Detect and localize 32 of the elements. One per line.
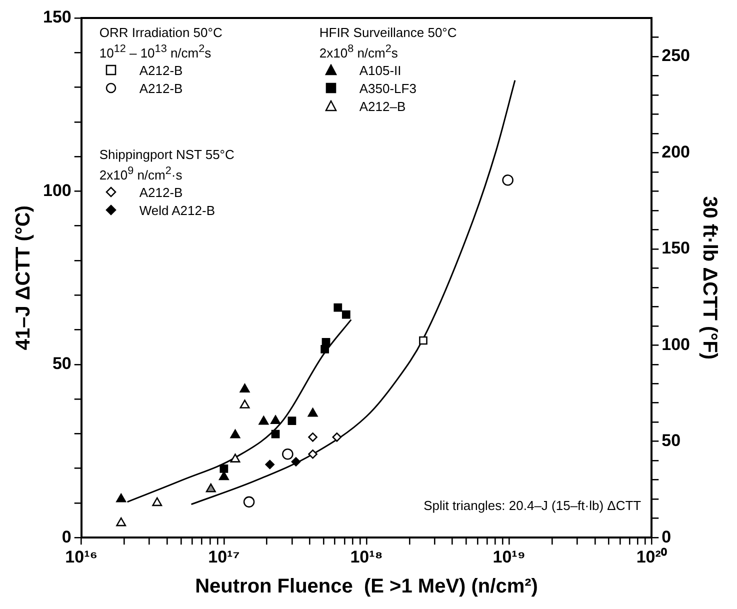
legend-label: A212-B — [139, 62, 183, 79]
x-axis-title: Neutron Fluence (E >1 MeV) (n/cm²) — [195, 576, 538, 598]
annotation: 10$^{12}$ – 10$^{13}$ n/cm$^{2}$s — [99, 42, 212, 62]
x-tick-label: 10¹⁶ — [65, 547, 98, 566]
y-tick-label: 150 — [42, 8, 72, 27]
annotation: Shippingport NST 55°C — [99, 146, 234, 163]
legend-label: A105-II — [359, 62, 402, 79]
y2-tick-label: 250 — [662, 46, 690, 66]
y2-tick-label: 0 — [662, 527, 672, 546]
legend-label: A212–B — [359, 98, 406, 115]
y2-tick-label: 50 — [662, 431, 681, 450]
annotation: 2x10$^{8}$ n/cm$^{2}$s — [319, 42, 399, 62]
legend-label: Weld A212-B — [139, 202, 215, 219]
y-tick-label: 100 — [42, 180, 72, 200]
x-tick-label: 10¹⁸ — [350, 547, 383, 566]
x-tick-label: 10²⁰ — [636, 547, 667, 566]
legend-label: A212-B — [139, 80, 183, 97]
annotation: 2x10$^{9}$ n/cm$^{2}$·s — [99, 164, 184, 184]
y2-axis-title: 30 ft·lb ΔCTT (°F) — [698, 196, 720, 360]
y-tick-label: 0 — [62, 527, 72, 546]
y2-tick-label: 200 — [662, 142, 690, 162]
y2-tick-label: 150 — [662, 238, 690, 258]
y-axis-title: 41–J ΔCTT (°C) — [12, 205, 35, 350]
annotation: Split triangles: 20.4–J (15–ft·lb) ΔCTT — [424, 498, 642, 513]
legend-label: A212-B — [139, 184, 183, 201]
legend-label: A350-LF3 — [359, 80, 416, 97]
y-tick-label: 50 — [52, 354, 72, 374]
y2-tick-label: 100 — [662, 334, 690, 354]
x-tick-label: 10¹⁷ — [208, 547, 240, 566]
x-tick-label: 10¹⁹ — [492, 547, 526, 566]
annotation: ORR Irradiation 50°C — [99, 24, 222, 41]
annotation: HFIR Surveillance 50°C — [319, 24, 457, 41]
